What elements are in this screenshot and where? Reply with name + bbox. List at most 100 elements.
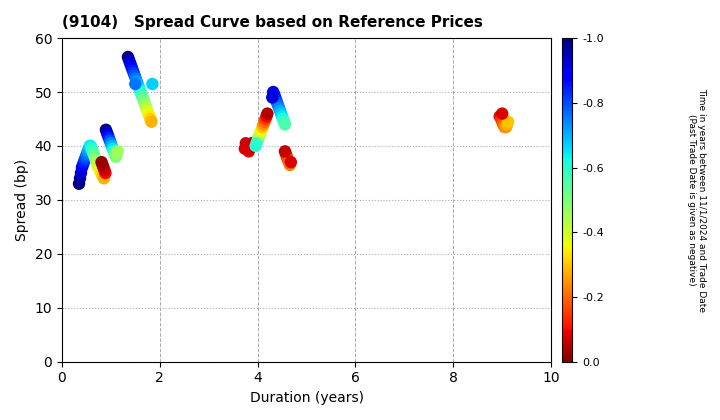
Point: [496, 110, 508, 117]
Point: [258, 118, 270, 125]
Point: [88, 151, 99, 158]
Point: [86, 145, 97, 152]
Point: [246, 140, 258, 147]
Point: [131, 78, 143, 84]
Point: [91, 159, 102, 165]
Point: [143, 110, 154, 117]
Point: [81, 151, 93, 158]
Point: [101, 129, 112, 136]
Point: [284, 162, 296, 168]
Point: [128, 70, 140, 76]
Point: [271, 100, 283, 106]
Point: [100, 126, 112, 133]
Point: [107, 145, 119, 152]
Point: [74, 175, 86, 182]
Point: [103, 134, 114, 141]
Point: [498, 121, 509, 128]
Point: [138, 97, 149, 103]
Point: [99, 167, 110, 173]
Point: [252, 137, 264, 144]
Point: [106, 143, 117, 150]
Point: [130, 81, 141, 87]
Point: [276, 113, 288, 120]
Point: [129, 73, 140, 79]
Point: [105, 140, 117, 147]
Point: [271, 97, 282, 103]
Point: [241, 143, 253, 150]
Point: [133, 83, 145, 90]
Point: [127, 67, 138, 74]
Point: [267, 89, 279, 95]
Point: [282, 156, 294, 163]
Point: [494, 113, 505, 120]
Point: [137, 94, 148, 101]
Point: [80, 153, 91, 160]
Point: [73, 180, 85, 187]
Point: [499, 124, 510, 131]
Point: [130, 75, 142, 82]
Point: [77, 162, 89, 168]
Point: [96, 162, 108, 168]
Point: [503, 118, 514, 125]
Y-axis label: Time in years between 11/1/2024 and Trade Date
(Past Trade Date is given as nega: Time in years between 11/1/2024 and Trad…: [687, 88, 706, 312]
Point: [251, 140, 262, 147]
Point: [90, 156, 102, 163]
Point: [95, 170, 107, 176]
Point: [244, 145, 256, 152]
Point: [258, 121, 269, 128]
Point: [269, 94, 281, 101]
Point: [279, 148, 291, 155]
Point: [280, 151, 292, 158]
Point: [261, 113, 272, 120]
Point: [144, 113, 156, 120]
Point: [125, 62, 137, 68]
Point: [123, 56, 135, 63]
Point: [278, 118, 289, 125]
Point: [122, 54, 134, 60]
Point: [147, 81, 158, 87]
Point: [261, 110, 273, 117]
Point: [496, 118, 508, 125]
Point: [145, 116, 156, 122]
Point: [282, 153, 293, 160]
Point: [102, 132, 114, 139]
Point: [142, 108, 153, 114]
Point: [240, 140, 251, 147]
Point: [266, 94, 278, 101]
Point: [98, 164, 109, 171]
Point: [495, 116, 507, 122]
Point: [78, 159, 90, 165]
Point: [126, 64, 138, 71]
Point: [139, 100, 150, 106]
Point: [283, 159, 294, 165]
Point: [132, 81, 143, 87]
Point: [109, 151, 120, 158]
Point: [93, 164, 104, 171]
Point: [256, 126, 267, 133]
Point: [253, 132, 265, 139]
Point: [253, 134, 264, 141]
Point: [94, 167, 106, 173]
Point: [104, 137, 116, 144]
Point: [250, 143, 261, 150]
Point: [500, 124, 512, 131]
Point: [96, 159, 107, 165]
Point: [275, 110, 287, 117]
Point: [279, 121, 291, 128]
Point: [245, 143, 256, 150]
Point: [76, 164, 88, 171]
Point: [242, 145, 253, 152]
Point: [89, 153, 100, 160]
Point: [501, 121, 513, 128]
Point: [82, 148, 94, 155]
Point: [83, 145, 94, 152]
X-axis label: Duration (years): Duration (years): [250, 391, 364, 405]
Point: [274, 105, 285, 112]
Point: [108, 148, 120, 155]
Point: [124, 59, 135, 66]
Point: [140, 102, 151, 109]
Point: [269, 92, 280, 98]
Point: [285, 159, 297, 165]
Point: [274, 108, 286, 114]
Point: [111, 151, 122, 158]
